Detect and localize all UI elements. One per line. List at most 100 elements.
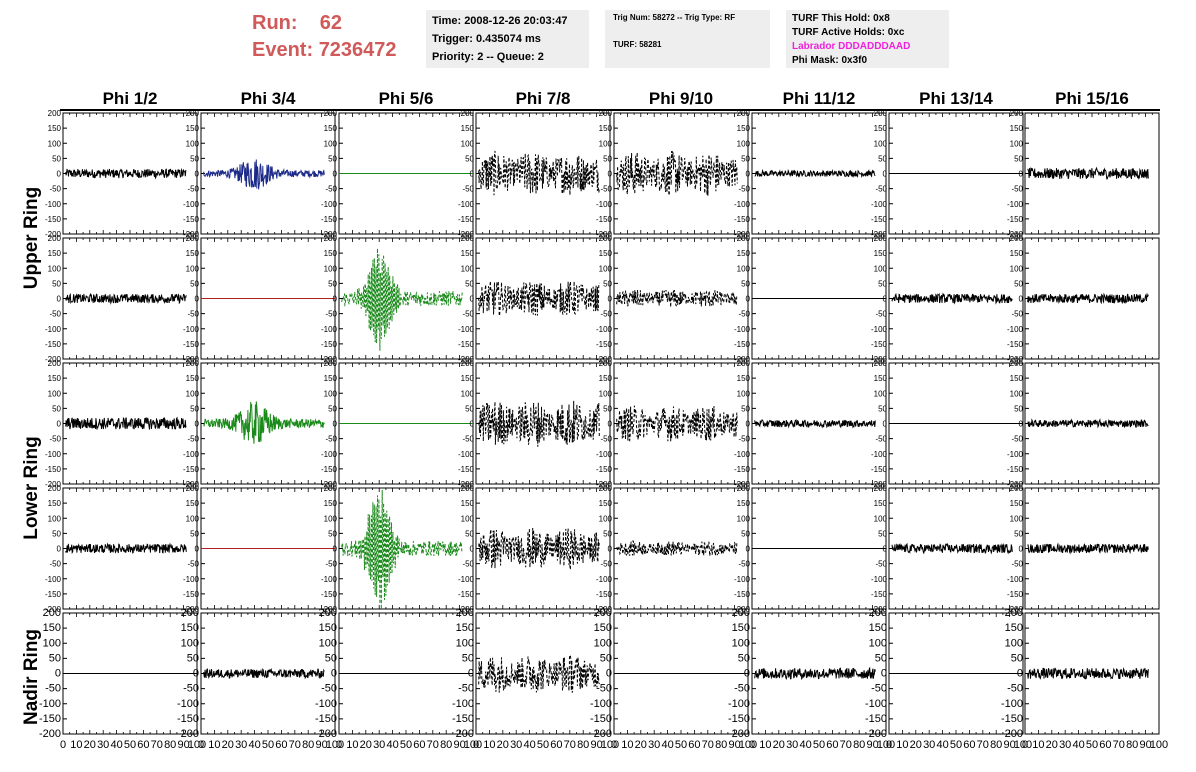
- y-tick-label: -150: [734, 340, 751, 349]
- y-tick-label: 0: [1017, 668, 1023, 680]
- y-tick-label: 50: [1014, 529, 1023, 538]
- y-tick-label: 150: [594, 622, 612, 634]
- y-tick-label: 150: [43, 622, 61, 634]
- y-tick-label: -50: [596, 683, 612, 695]
- x-tick-label: 90: [728, 739, 740, 751]
- y-tick-label: -200: [39, 728, 61, 740]
- waveform-trace: [891, 292, 1013, 305]
- y-tick-label: 200: [186, 484, 200, 493]
- turf-info-box: TURF This Hold: 0x8 TURF Active Holds: 0…: [786, 10, 949, 68]
- y-tick-label: 100: [461, 139, 475, 148]
- x-tick-label: 80: [440, 739, 452, 751]
- x-tick-label: 60: [826, 739, 838, 751]
- y-tick-label: -50: [187, 185, 199, 194]
- y-tick-label: -50: [1011, 435, 1023, 444]
- x-tick-label: 30: [510, 739, 522, 751]
- y-tick-label: -200: [865, 728, 887, 740]
- turf-active-holds-text: TURF Active Holds: 0xc: [792, 27, 905, 38]
- y-tick-label: -150: [1007, 465, 1024, 474]
- y-tick-label: 100: [48, 389, 62, 398]
- x-tick-label: 40: [799, 739, 811, 751]
- y-tick-label: -100: [1007, 575, 1024, 584]
- waveform-panel: 200 150 100 50 0 -50 -100 -150 -200: [458, 234, 611, 364]
- y-tick-label: -50: [49, 560, 61, 569]
- y-tick-label: 0: [468, 668, 474, 680]
- x-tick-label: 30: [923, 739, 935, 751]
- y-tick-label: 150: [737, 374, 751, 383]
- x-tick-label: 20: [84, 739, 96, 751]
- x-tick-label: 100: [1150, 739, 1168, 751]
- y-tick-label: -100: [734, 575, 751, 584]
- y-tick-label: 50: [190, 529, 199, 538]
- y-tick-label: 0: [1019, 420, 1024, 429]
- y-tick-label: 200: [461, 109, 475, 118]
- event-value: 7236472: [318, 39, 397, 61]
- y-tick-label: -200: [596, 480, 613, 489]
- waveform-panel: 200 150 100 50 0 -50 -100 -150 -200: [734, 234, 887, 364]
- y-tick-label: -50: [875, 310, 887, 319]
- y-tick-label: 50: [190, 154, 199, 163]
- y-tick-label: 0: [1019, 170, 1024, 179]
- y-tick-label: -200: [1007, 480, 1024, 489]
- y-tick-label: -100: [1007, 450, 1024, 459]
- y-tick-label: -200: [45, 355, 62, 364]
- x-tick-label: 50: [950, 739, 962, 751]
- x-tick-label: 100: [1014, 739, 1032, 751]
- y-tick-label: 100: [186, 264, 200, 273]
- waveform-trace: [478, 654, 600, 693]
- x-tick-label: 70: [840, 739, 852, 751]
- waveform-trace: [478, 527, 600, 570]
- x-tick-label: 40: [386, 739, 398, 751]
- y-tick-label: -100: [183, 450, 200, 459]
- x-tick-label: 80: [577, 739, 589, 751]
- priority-text: Priority: 2 -- Queue: 2: [432, 51, 544, 63]
- y-tick-label: 0: [1019, 545, 1024, 554]
- y-tick-label: 200: [324, 359, 338, 368]
- x-tick-label: 70: [151, 739, 163, 751]
- x-tick-label: 10: [70, 739, 82, 751]
- y-tick-label: -100: [590, 698, 612, 710]
- x-tick-label: 40: [1072, 739, 1084, 751]
- x-tick-label: 60: [550, 739, 562, 751]
- run-value: 62: [319, 12, 343, 34]
- y-tick-label: 200: [48, 234, 62, 243]
- waveform-trace: [616, 540, 738, 556]
- waveform-panel: 200 150 100 50 0 -50 -100 -150 -200: [1007, 109, 1160, 239]
- y-tick-label: 150: [599, 124, 613, 133]
- y-tick-label: -100: [45, 575, 62, 584]
- y-tick-label: -150: [596, 590, 613, 599]
- x-tick-label: 60: [963, 739, 975, 751]
- y-tick-label: 50: [1014, 154, 1023, 163]
- waveform-trace: [478, 281, 600, 317]
- y-tick-label: 200: [599, 484, 613, 493]
- x-tick-label: 10: [621, 739, 633, 751]
- y-tick-label: 200: [1010, 359, 1024, 368]
- y-tick-label: 200: [599, 359, 613, 368]
- y-tick-label: -150: [458, 465, 475, 474]
- waveform-panel: 200 150 100 50 0 -50 -100 -150 -200: [734, 359, 887, 489]
- column-header: Phi 11/12: [783, 89, 856, 108]
- run-label: Run:: [252, 12, 298, 34]
- waveform-panel: 200 150 100 50 0 -50 -100 -150 -200: [321, 484, 474, 614]
- y-tick-label: -200: [590, 728, 612, 740]
- y-tick-label: -150: [734, 465, 751, 474]
- waveform-panel: 200 150 100 50 0 -50 -100 -150 -200: [596, 109, 749, 239]
- y-tick-label: -200: [871, 355, 888, 364]
- y-tick-label: 50: [52, 529, 61, 538]
- y-tick-label: 150: [737, 124, 751, 133]
- y-tick-label: 50: [875, 652, 887, 664]
- x-tick-label: 90: [1003, 739, 1015, 751]
- x-tick-label: 10: [1032, 739, 1044, 751]
- run-line: Run: 62: [252, 10, 397, 37]
- x-tick-label: 30: [235, 739, 247, 751]
- y-tick-label: 200: [186, 109, 200, 118]
- waveform-panel: 200 150 100 50 0 -50 -100 -150 -200: [458, 359, 611, 489]
- y-tick-label: 0: [195, 420, 200, 429]
- y-tick-label: -100: [458, 575, 475, 584]
- y-tick-label: -200: [452, 728, 474, 740]
- y-tick-label: 100: [461, 264, 475, 273]
- y-tick-label: 0: [746, 295, 751, 304]
